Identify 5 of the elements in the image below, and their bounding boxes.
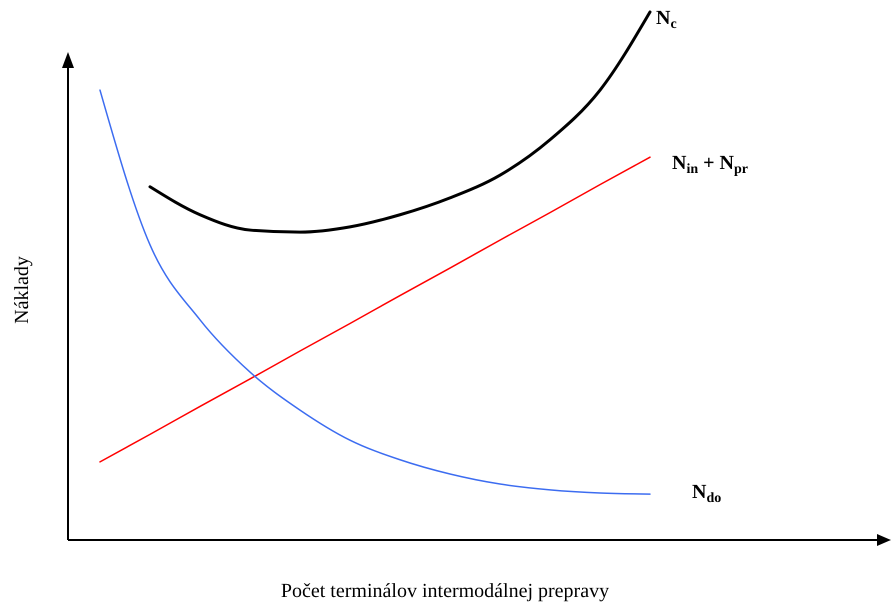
series-label: N$_{in}$ + N$_{pr}$	[672, 152, 748, 178]
x-axis-title: Počet terminálov intermodálnej prepravy	[280, 580, 610, 602]
y-axis-title: Náklady	[11, 256, 33, 324]
series-label: N$_{c}$	[656, 7, 677, 32]
text: N$_{do}$	[692, 481, 722, 506]
